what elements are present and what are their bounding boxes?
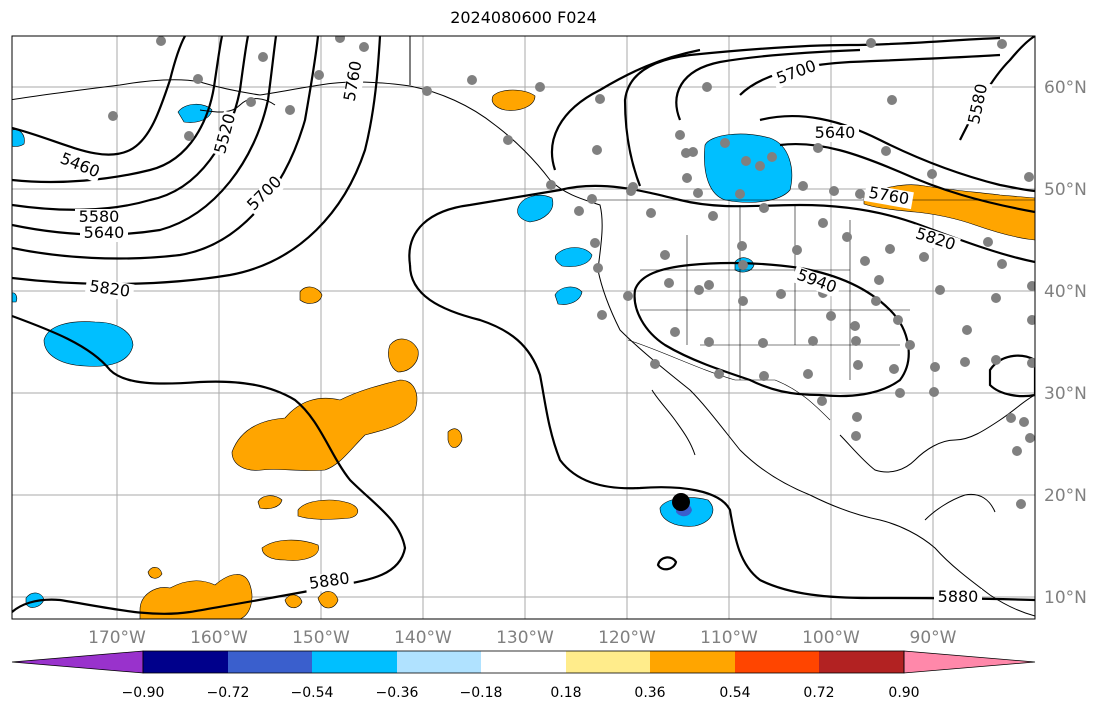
longitude-label: 140°W — [394, 628, 452, 648]
colorbar-tick-label: 0.18 — [550, 685, 581, 701]
colorbar-tick-label: −0.18 — [460, 685, 503, 701]
colorbar-segment — [11, 650, 144, 674]
coastlines — [12, 36, 1035, 617]
longitude-label: 110°W — [700, 628, 758, 648]
contour-label: 5880 — [308, 568, 351, 592]
longitude-label: 160°W — [190, 628, 248, 648]
contour-label: 5700 — [774, 56, 819, 88]
colorbar-segment — [903, 650, 1036, 674]
contour-label: 5640 — [84, 223, 125, 242]
colorbar-segment — [312, 651, 397, 673]
colorbar-tick-label: −0.36 — [376, 685, 419, 701]
longitude-label: 150°W — [292, 628, 350, 648]
colorbar-segment — [228, 651, 312, 673]
contour-label: 5880 — [938, 587, 979, 606]
map-frame — [11, 35, 1036, 620]
colorbar-segment — [566, 651, 650, 673]
latitude-label: 30°N — [1044, 384, 1087, 404]
contour-label: 5580 — [79, 207, 120, 226]
contour-label: 5640 — [815, 123, 856, 142]
positive-anomaly-fill — [139, 89, 1035, 619]
colorbar: −0.90 −0.72 −0.54 −0.36 −0.18 0.18 0.36 … — [11, 650, 1036, 701]
colorbar-tick-label: 0.72 — [803, 685, 834, 701]
longitude-label: 90°W — [910, 628, 957, 648]
colorbar-segment — [735, 651, 819, 673]
latitude-axis: 60°N 50°N 40°N 30°N 20°N 10°N — [1044, 78, 1087, 608]
colorbar-segment — [481, 651, 566, 673]
colorbar-tick-label: −0.54 — [291, 685, 334, 701]
colorbar-segment — [143, 651, 228, 673]
contour-label: 5820 — [88, 276, 131, 300]
station-markers — [108, 36, 1035, 509]
contour-label: 5580 — [964, 82, 991, 126]
contour-label: 5820 — [913, 223, 958, 254]
colorbar-tick-label: 0.54 — [719, 685, 750, 701]
latitude-label: 40°N — [1044, 282, 1087, 302]
graticule — [12, 36, 1035, 619]
latitude-label: 20°N — [1044, 486, 1087, 506]
negative-anomaly-fill — [12, 103, 793, 608]
political-borders — [596, 199, 1035, 421]
colorbar-tick-label: 0.90 — [888, 685, 919, 701]
longitude-label: 100°W — [802, 628, 860, 648]
longitude-label: 170°W — [88, 628, 146, 648]
colorbar-tick-label: −0.90 — [122, 685, 165, 701]
longitude-axis: 170°W 160°W 150°W 140°W 130°W 120°W 110°… — [88, 628, 957, 648]
longitude-label: 130°W — [496, 628, 554, 648]
contour-label-group: 5460 5520 5580 5640 5700 5760 5820 5700 … — [55, 56, 993, 606]
colorbar-segment — [650, 651, 735, 673]
colorbar-tick-label: −0.72 — [207, 685, 250, 701]
storm-position-marker — [672, 493, 690, 511]
latitude-label: 60°N — [1044, 78, 1087, 98]
latitude-label: 10°N — [1044, 588, 1087, 608]
height-contours — [12, 36, 1035, 615]
map-title: 2024080600 F024 — [450, 8, 597, 27]
colorbar-tick-label: 0.36 — [634, 685, 665, 701]
latitude-label: 50°N — [1044, 180, 1087, 200]
colorbar-segment — [397, 651, 481, 673]
contour-label: 5760 — [340, 59, 366, 102]
colorbar-segment — [819, 651, 904, 673]
longitude-label: 120°W — [598, 628, 656, 648]
